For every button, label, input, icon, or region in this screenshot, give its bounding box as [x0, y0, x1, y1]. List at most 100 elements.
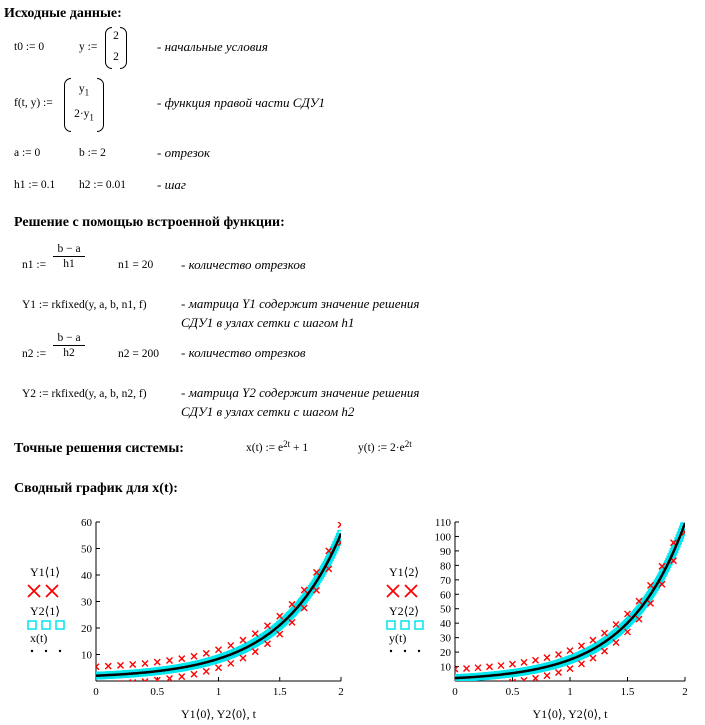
Y2-comment-line2: СДУ1 в узлах сетки с шагом h2 [181, 404, 355, 419]
y-def-lhs: y := [79, 41, 98, 53]
legend-marker-coarse [27, 584, 41, 598]
legend-marker-coarse [45, 584, 59, 598]
coarse-point [215, 664, 222, 672]
legend: Y1⟨2⟩ Y2⟨2⟩ y(t) [386, 565, 424, 653]
y-tick-label: 110 [435, 517, 452, 529]
Y1-comment-line1: - матрица Y1 содержит значение решения [181, 296, 420, 311]
n2-numerator: b − a [57, 332, 81, 344]
h1-def: h1 := 0.1 [14, 179, 56, 191]
coarse-point [509, 678, 516, 681]
coarse-point [227, 641, 235, 649]
coarse-point [578, 642, 585, 650]
n1-denominator: h1 [63, 258, 75, 270]
x-exact-def: x(t) := e2t + 1 [246, 439, 309, 454]
coarse-point [141, 659, 149, 667]
coarse-point [337, 522, 341, 529]
Y1-def: Y1 := rkfixed(y, a, b, n1, f) [22, 299, 147, 311]
coarse-point [300, 586, 308, 594]
x-tick-label: 1 [567, 686, 573, 698]
legend-marker-exact [44, 649, 48, 653]
coarse-point [455, 665, 459, 673]
exact-solutions-heading: Точные решения системы: [14, 441, 184, 456]
coarse-point [251, 630, 259, 638]
coarse-point [543, 672, 551, 680]
y-tick-label: 10 [81, 650, 93, 662]
y-tick-label: 80 [440, 560, 452, 572]
coarse-point [276, 612, 284, 620]
y-tick-label: 60 [81, 517, 93, 529]
coarse-point [300, 604, 308, 612]
summary-plot-heading: Сводный график для x(t): [14, 481, 178, 496]
n1-lhs: n1 := [22, 259, 47, 271]
coarse-point [566, 647, 574, 655]
x-tick-label: 1 [216, 686, 222, 698]
coarse-point [624, 628, 631, 636]
coarse-point [589, 654, 597, 662]
coarse-point [288, 618, 296, 626]
coarse-point [566, 665, 574, 673]
Y2-def: Y2 := rkfixed(y, a, b, n2, f) [22, 388, 147, 400]
x-tick-label: 2 [338, 686, 344, 698]
legend-marker-exact [58, 649, 62, 653]
coarse-point [190, 670, 198, 678]
coarse-point [178, 655, 186, 663]
n2-comment: - количество отрезков [181, 345, 306, 360]
coarse-point [178, 673, 186, 681]
coarse-point [647, 599, 654, 607]
y-tick-label: 70 [440, 575, 452, 587]
t0-def: t0 := 0 [14, 41, 45, 53]
plot-area [455, 522, 685, 689]
chart-1: 10 20 30 40 50 60 0 0.5 1 1.5 2 Y1⟨0⟩, Y2⟨0⟩, t Y1⟨1… [27, 517, 344, 721]
x-tick-label: 0.5 [150, 686, 164, 698]
coarse-point [166, 675, 173, 681]
coarse-point [509, 660, 516, 668]
legend-marker-exact [389, 649, 393, 653]
coarse-point [129, 679, 137, 681]
coarse-point [474, 664, 482, 672]
coarse-point [313, 586, 320, 594]
coarse-point [475, 683, 481, 689]
coarse-point [578, 660, 585, 668]
y-tick-label: 40 [440, 618, 452, 630]
n1-value: n1 = 20 [118, 259, 154, 271]
coarse-point [612, 638, 620, 646]
coarse-point [658, 562, 666, 570]
coarse-point [117, 661, 124, 669]
y-tick-label: 60 [440, 589, 452, 601]
builtin-solution-heading: Решение с помощью встроенной функции: [14, 215, 285, 230]
x-tick-label: 1.5 [273, 686, 287, 698]
coarse-point [647, 581, 654, 589]
coarse-point [105, 680, 112, 681]
coarse-point [555, 651, 562, 659]
coarse-point [532, 674, 539, 681]
n2-lhs: n2 := [22, 348, 47, 360]
legend-label-coarse: Y1⟨1⟩ [30, 565, 60, 579]
f-def-lhs: f(t, y) := [14, 97, 53, 109]
coarse-point [96, 663, 100, 671]
coarse-point [487, 682, 493, 688]
f-comment: - функция правой части СДУ1 [157, 95, 325, 110]
series-exact [455, 522, 685, 680]
step-comment: - шаг [157, 177, 186, 192]
legend-marker-fine [400, 620, 410, 630]
series-coarse [96, 522, 341, 681]
n1-comment: - количество отрезков [181, 257, 306, 272]
y-vector-bottom: 2 [113, 51, 119, 63]
coarse-point [635, 615, 643, 623]
coarse-point [464, 683, 470, 689]
y-tick-label: 50 [440, 604, 452, 616]
coarse-point [635, 597, 643, 605]
y-tick-label: 50 [81, 544, 93, 556]
coarse-point [288, 600, 296, 608]
coarse-point [612, 620, 620, 628]
y-tick-label: 90 [440, 546, 452, 558]
legend-marker-fine [55, 620, 65, 630]
coarse-point [276, 630, 284, 638]
coarse-point [153, 658, 161, 666]
coarse-point [129, 661, 137, 669]
coarse-point [486, 663, 493, 671]
x-axis-label: Y1⟨0⟩, Y2⟨0⟩, t [181, 707, 257, 721]
n1-numerator: b − a [57, 243, 81, 255]
y-tick-label: 20 [81, 623, 93, 635]
